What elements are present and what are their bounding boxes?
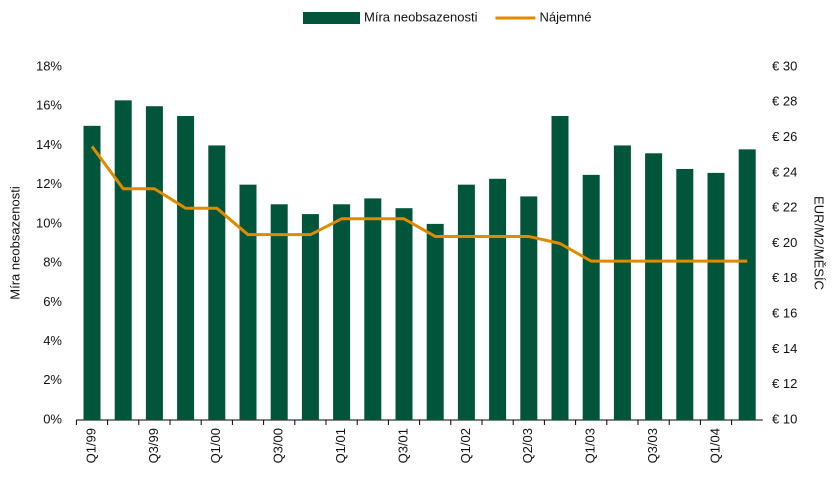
legend-label: Nájemné [539, 9, 591, 24]
legend-swatch [303, 12, 360, 24]
bar [145, 106, 163, 420]
y-axis-label: Míra neobsazenosti [7, 186, 22, 300]
bar [114, 100, 132, 420]
y2-tick-label: € 10 [772, 411, 797, 426]
x-tick-label: Q1/01 [333, 428, 348, 463]
x-tick-label: Q1/02 [458, 428, 473, 463]
bar [582, 174, 600, 420]
y2-axis-label: EUR/M2/MĚSÍC [812, 196, 827, 290]
y-tick-label: 16% [36, 98, 62, 113]
bar [489, 178, 507, 420]
y-tick-label: 10% [36, 215, 62, 230]
y-tick-label: 6% [43, 294, 62, 309]
x-tick-label: Q1/99 [83, 428, 98, 463]
bar [208, 145, 226, 420]
bar [426, 223, 444, 420]
y2-tick-label: € 24 [772, 164, 797, 179]
bar [457, 184, 475, 420]
x-tick-label: Q3/00 [271, 428, 286, 463]
y-tick-label: 18% [36, 58, 62, 73]
y-tick-label: 12% [36, 176, 62, 191]
bar [645, 153, 663, 421]
x-tick-label: Q3/03 [645, 428, 660, 463]
x-tick-label: Q2/03 [520, 428, 535, 463]
y2-tick-label: € 30 [772, 58, 797, 73]
y2-tick-label: € 26 [772, 129, 797, 144]
y2-tick-label: € 18 [772, 270, 797, 285]
bar [301, 214, 319, 420]
y-tick-label: 0% [43, 411, 62, 426]
bar [613, 145, 631, 420]
bar [364, 198, 382, 420]
bar [551, 116, 569, 421]
x-tick-label: Q1/04 [707, 428, 722, 463]
x-tick-label: Q1/03 [583, 428, 598, 463]
bar [83, 125, 101, 420]
y-tick-label: 2% [43, 372, 62, 387]
y2-tick-label: € 16 [772, 306, 797, 321]
legend-label: Míra neobsazenosti [364, 9, 478, 24]
y-tick-label: 8% [43, 255, 62, 270]
y-tick-label: 14% [36, 137, 62, 152]
bar [177, 116, 195, 421]
y2-tick-label: € 14 [772, 341, 797, 356]
bar [738, 149, 756, 420]
x-tick-label: Q3/01 [395, 428, 410, 463]
bar [270, 204, 288, 420]
bar [239, 184, 257, 420]
bar [333, 204, 351, 420]
line [90, 145, 748, 263]
y-tick-label: 4% [43, 333, 62, 348]
x-tick-label: Q3/99 [146, 428, 161, 463]
bar [520, 196, 538, 420]
x-tick-label: Q1/00 [208, 428, 223, 463]
bar [676, 168, 694, 420]
bar [707, 172, 725, 420]
y2-tick-label: € 28 [772, 94, 797, 109]
y2-tick-label: € 22 [772, 200, 797, 215]
bar [395, 208, 413, 420]
y2-tick-label: € 12 [772, 376, 797, 391]
y2-tick-label: € 20 [772, 235, 797, 250]
